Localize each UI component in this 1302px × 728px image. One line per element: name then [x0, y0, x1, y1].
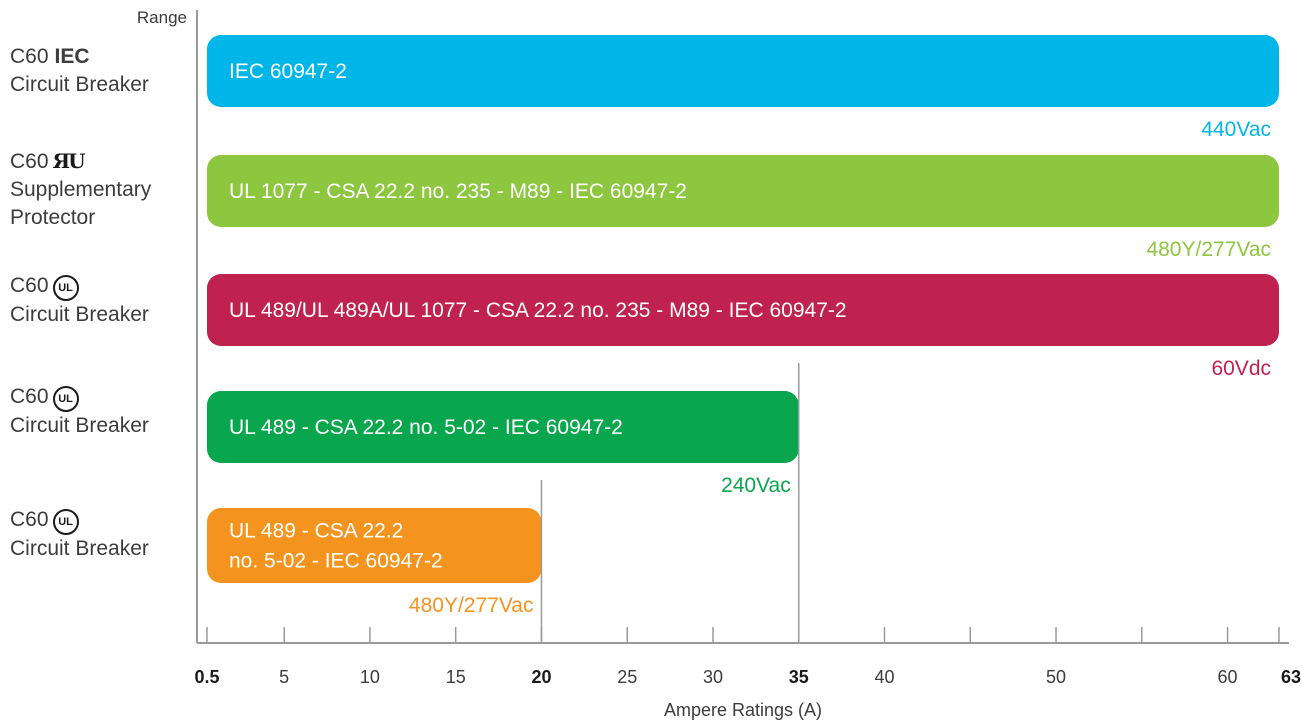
row-label-line: C60 ЯU — [10, 147, 151, 176]
range-bar-3 — [207, 274, 1279, 346]
row-label-2: C60 ЯU Supplementary Protector — [10, 147, 151, 232]
x-axis-title: Ampere Ratings (A) — [664, 700, 822, 720]
voltage-label-1: 440Vac — [1201, 118, 1271, 141]
range-bar-5 — [207, 508, 542, 583]
bar-standards-label-4-1: UL 489 - CSA 22.2 no. 5-02 - IEC 60947-2 — [229, 416, 623, 439]
x-tick-label-4: 15 — [446, 667, 466, 687]
row-label-5: C60 UL Circuit Breaker — [10, 506, 149, 563]
row-label-line: C60 IEC — [10, 43, 149, 71]
x-tick-label-9: 40 — [874, 667, 894, 687]
row-label-line: C60 UL — [10, 383, 149, 412]
ul-listed-icon: UL — [52, 275, 79, 301]
range-bar-4 — [207, 391, 799, 463]
voltage-label-5: 480Y/277Vac — [409, 594, 534, 617]
x-tick-label-13: 60 — [1218, 667, 1238, 687]
range-bar-1 — [207, 35, 1279, 107]
iec-mark: IEC — [54, 45, 90, 68]
row-label-line: Protector — [10, 206, 96, 229]
voltage-label-3: 60Vdc — [1211, 357, 1271, 380]
x-tick-label-2: 5 — [279, 667, 289, 687]
x-tick-label-6: 25 — [617, 667, 637, 687]
row-label-line: C60 UL — [10, 506, 149, 535]
row-label-line: Circuit Breaker — [10, 73, 149, 96]
bar-standards-label-2-1: UL 1077 - CSA 22.2 no. 235 - M89 - IEC 6… — [229, 180, 687, 203]
bar-standards-label-5-1: UL 489 - CSA 22.2 — [229, 520, 403, 543]
row-label-prefix: C60 — [10, 150, 49, 173]
row-label-prefix: C60 — [10, 508, 49, 531]
bar-standards-label-3-1: UL 489/UL 489A/UL 1077 - CSA 22.2 no. 23… — [229, 299, 847, 322]
ul-listed-icon: UL — [52, 509, 79, 535]
row-label-line: Circuit Breaker — [10, 303, 149, 326]
bar-standards-label-5-2: no. 5-02 - IEC 60947-2 — [229, 550, 443, 573]
row-label-1: C60 IEC Circuit Breaker — [10, 43, 149, 99]
row-label-line: Circuit Breaker — [10, 414, 149, 437]
row-label-line: C60 UL — [10, 272, 149, 301]
bar-standards-label-1-1: IEC 60947-2 — [229, 60, 347, 83]
row-label-prefix: C60 — [10, 45, 49, 68]
voltage-label-4: 240Vac — [721, 474, 791, 497]
range-bar-2 — [207, 155, 1279, 227]
row-label-line: Circuit Breaker — [10, 537, 149, 560]
x-tick-label-11: 50 — [1046, 667, 1066, 687]
row-label-prefix: C60 — [10, 385, 49, 408]
ul-listed-icon: UL — [52, 386, 79, 412]
x-tick-label-7: 30 — [703, 667, 723, 687]
x-tick-label-1: 0.5 — [194, 667, 219, 687]
row-label-3: C60 UL Circuit Breaker — [10, 272, 149, 329]
row-label-line: Supplementary — [10, 178, 152, 201]
x-tick-label-3: 10 — [360, 667, 380, 687]
voltage-label-2: 480Y/277Vac — [1146, 238, 1271, 261]
x-tick-label-8: 35 — [789, 667, 809, 687]
x-tick-label-5: 20 — [531, 667, 551, 687]
row-label-prefix: C60 — [10, 274, 49, 297]
ul-recognized-component-icon: ЯU — [52, 149, 86, 173]
x-tick-label-14: 63 — [1281, 667, 1301, 687]
range-label: Range — [136, 8, 187, 27]
row-label-4: C60 UL Circuit Breaker — [10, 383, 149, 440]
